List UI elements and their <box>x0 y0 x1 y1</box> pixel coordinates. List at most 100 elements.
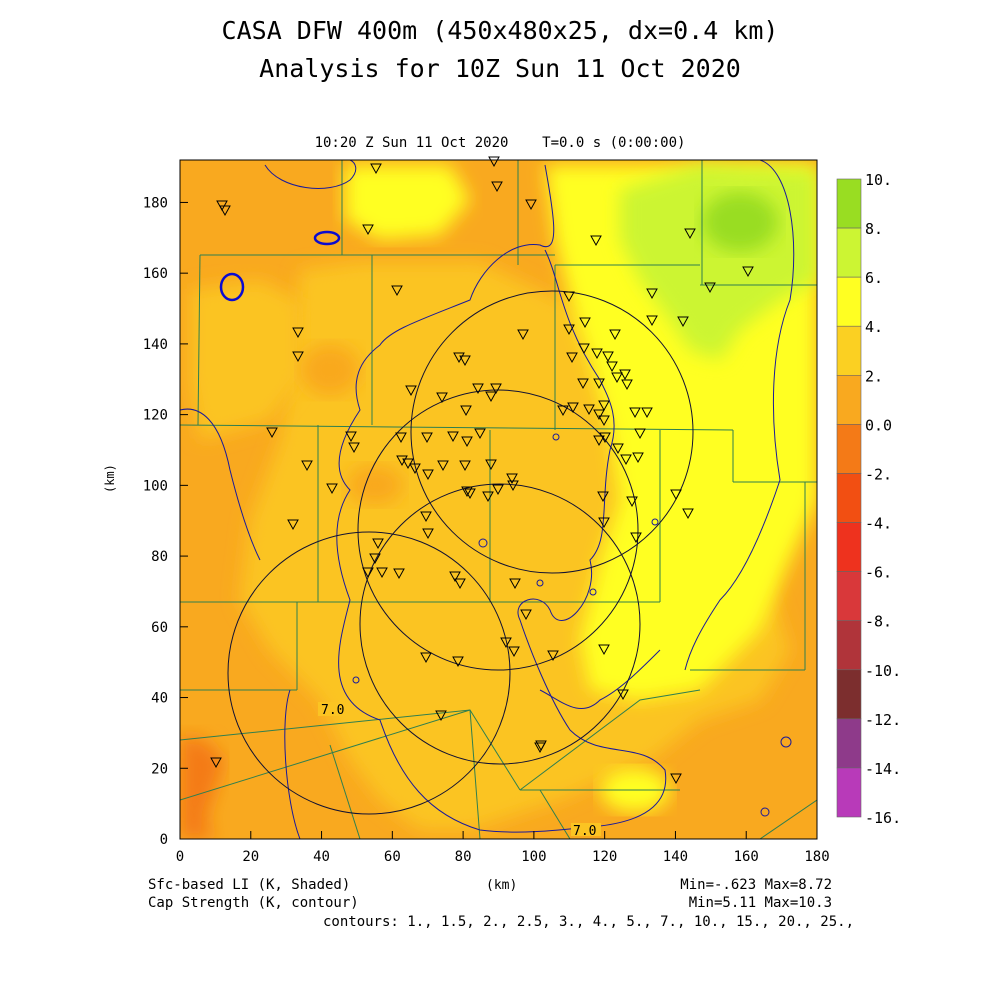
colorbar-swatch <box>836 325 862 376</box>
station-marker-icon <box>396 455 408 467</box>
station-marker-icon <box>449 571 461 583</box>
colorbar-label: -6. <box>865 564 892 582</box>
station-marker-icon <box>704 282 716 294</box>
station-marker-icon <box>474 428 486 440</box>
station-marker-icon <box>509 578 521 590</box>
station-marker-icon <box>421 432 433 444</box>
field-region-gold-west <box>190 280 300 440</box>
station-marker-icon <box>292 351 304 363</box>
station-marker-icon <box>485 459 497 471</box>
station-marker-icon <box>583 404 595 416</box>
station-marker-icon <box>395 432 407 444</box>
colorbar-label: 2. <box>865 367 883 385</box>
station-marker-icon <box>422 469 434 481</box>
shaded-min-max: Min=-.623 Max=8.72 <box>680 877 832 893</box>
station-marker-icon <box>435 710 447 722</box>
station-marker-icon <box>517 329 529 341</box>
station-marker-icon <box>578 343 590 355</box>
contour-label: 7.0 <box>573 824 596 839</box>
contour-field-legend: Cap Strength (K, contour) <box>148 895 359 911</box>
x-tick-label: 40 <box>313 849 330 865</box>
station-marker-icon <box>520 609 532 621</box>
station-marker-icon <box>557 405 569 417</box>
station-marker-icon <box>598 517 610 529</box>
station-marker-icon <box>370 163 382 175</box>
station-marker-icon <box>292 327 304 339</box>
x-tick-label: 180 <box>804 849 829 865</box>
station-markers <box>210 156 754 785</box>
station-marker-icon <box>621 379 633 391</box>
colorbar-swatch <box>836 424 862 474</box>
station-marker-icon <box>459 460 471 472</box>
station-marker-icon <box>593 409 605 421</box>
colorbar-swatch <box>836 571 862 621</box>
station-marker-icon <box>593 435 605 447</box>
station-marker-icon <box>566 352 578 364</box>
x-tick-label: 120 <box>592 849 617 865</box>
field-region-green <box>702 192 778 252</box>
station-marker-icon <box>641 407 653 419</box>
y-tick-label: 40 <box>151 691 168 707</box>
colorbar-label: -4. <box>865 515 892 533</box>
x-tick-label: 140 <box>663 849 688 865</box>
station-marker-icon <box>646 288 658 300</box>
colorbar-label: -8. <box>865 613 892 631</box>
y-tick-label: 100 <box>143 478 168 494</box>
colorbar-swatch <box>836 473 862 523</box>
colorbar-label: 8. <box>865 220 883 238</box>
shaded-li-field <box>180 160 817 839</box>
station-marker-icon <box>348 442 360 454</box>
station-marker-icon <box>629 407 641 419</box>
station-marker-icon <box>372 538 384 550</box>
colorbar-swatch <box>836 178 862 229</box>
station-marker-icon <box>598 644 610 656</box>
colorbar-swatch <box>836 718 862 769</box>
title-line-2: Analysis for 10Z Sun 11 Oct 2020 <box>259 54 741 83</box>
station-marker-icon <box>362 567 374 579</box>
colorbar-label: 10. <box>865 171 892 189</box>
station-marker-icon <box>472 383 484 395</box>
x-axis-ticks: 0 20 40 60 80 100 120 140 160 180 <box>176 831 830 865</box>
station-marker-icon <box>598 415 610 427</box>
colorbar-label: -16. <box>865 809 901 827</box>
colorbar-swatch <box>836 276 862 327</box>
station-marker-icon <box>684 228 696 240</box>
colorbar-swatch <box>836 375 862 425</box>
station-marker-icon <box>219 205 231 217</box>
station-marker-icon <box>563 291 575 303</box>
station-marker-icon <box>436 392 448 404</box>
station-marker-icon <box>597 491 609 503</box>
station-marker-icon <box>345 431 357 443</box>
station-marker-icon <box>420 511 432 523</box>
colorbar-label: -14. <box>865 760 901 778</box>
station-marker-icon <box>507 480 519 492</box>
station-marker-icon <box>609 329 621 341</box>
station-marker-icon <box>409 463 421 475</box>
station-marker-icon <box>491 181 503 193</box>
station-marker-icon <box>547 650 559 662</box>
station-marker-icon <box>632 452 644 464</box>
shaded-field-legend: Sfc-based LI (K, Shaded) <box>148 877 351 893</box>
station-marker-icon <box>620 454 632 466</box>
station-marker-icon <box>500 637 512 649</box>
colorbar-label: -10. <box>865 662 901 680</box>
station-marker-icon <box>301 460 313 472</box>
station-marker-icon <box>626 496 638 508</box>
station-marker-icon <box>508 646 520 658</box>
station-marker-icon <box>492 484 504 496</box>
station-marker-icon <box>369 553 381 565</box>
station-marker-icon <box>459 355 471 367</box>
station-marker-icon <box>453 352 465 364</box>
station-marker-icon <box>567 402 579 414</box>
station-marker-icon <box>742 266 754 278</box>
station-marker-icon <box>464 488 476 500</box>
valid-time-subtitle: 10:20 Z Sun 11 Oct 2020 T=0.0 s (0:00:00… <box>314 135 686 151</box>
title-line-1: CASA DFW 400m (450x480x25, dx=0.4 km) <box>221 16 779 45</box>
colorbar-swatch <box>836 767 862 818</box>
colorbar-swatch <box>836 227 862 278</box>
colorbar-label: -12. <box>865 711 901 729</box>
x-tick-label: 60 <box>384 849 401 865</box>
station-marker-icon <box>593 378 605 390</box>
station-marker-icon <box>634 428 646 440</box>
